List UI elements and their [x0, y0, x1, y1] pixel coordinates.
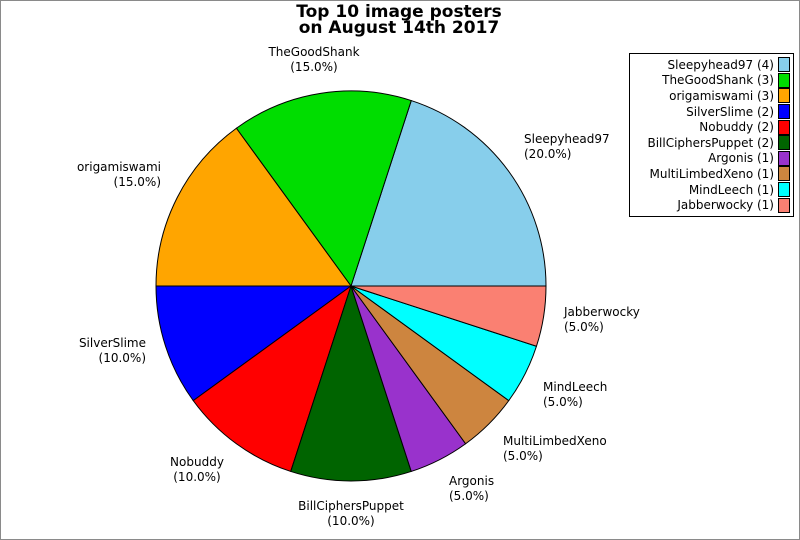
legend-label: Sleepyhead97 (4) [667, 57, 774, 72]
pie-slice-origamiswami [155, 127, 352, 287]
slice-label-thegoodshank: TheGoodShank (15.0%) [234, 45, 394, 74]
slice-percent: (10.0%) [98, 350, 146, 365]
slice-label-multilimbedxeno: MultiLimbedXeno (5.0%) [503, 434, 607, 463]
legend-label: Jabberwocky (1) [677, 198, 774, 213]
slice-name: Jabberwocky [564, 305, 640, 319]
legend-item: BillCiphersPuppet (2) [632, 135, 790, 151]
slice-label-jabberwocky: Jabberwocky (5.0%) [564, 305, 640, 334]
legend-label: Argonis (1) [708, 151, 774, 166]
slice-label-nobuddy: Nobuddy (10.0%) [117, 455, 277, 484]
legend-swatch [778, 119, 790, 135]
pie-slice-jabberwocky [350, 285, 547, 347]
legend-label: SilverSlime (2) [686, 104, 774, 119]
legend-label: Nobuddy (2) [699, 120, 774, 135]
legend-swatch [778, 57, 790, 73]
slice-percent: (5.0%) [503, 448, 543, 463]
legend-label: TheGoodShank (3) [662, 73, 774, 88]
slice-name: TheGoodShank [268, 45, 360, 59]
chart-title: Top 10 image posters on August 14th 2017 [1, 2, 797, 38]
slice-name: Sleepyhead97 [524, 132, 610, 146]
legend-swatch [778, 182, 790, 198]
legend-swatch [778, 88, 790, 104]
slice-name: Nobuddy [170, 455, 224, 469]
legend: Sleepyhead97 (4) TheGoodShank (3) origam… [629, 53, 794, 217]
slice-label-sleepyhead97: Sleepyhead97 (20.0%) [524, 132, 610, 161]
chart-title-line2: on August 14th 2017 [298, 18, 500, 38]
legend-item: origamiswami (3) [632, 88, 790, 104]
slice-label-billcipherspuppet: BillCiphersPuppet (10.0%) [271, 499, 431, 528]
slice-percent: (5.0%) [543, 394, 583, 409]
slice-percent: (5.0%) [564, 319, 604, 334]
slice-percent: (20.0%) [524, 146, 572, 161]
slice-label-silverslime: SilverSlime (10.0%) [1, 336, 146, 365]
legend-item: MultiLimbedXeno (1) [632, 166, 790, 182]
legend-label: origamiswami (3) [669, 88, 774, 103]
chart-title-line1: Top 10 image posters [296, 2, 502, 22]
pie-slice-sleepyhead97 [350, 100, 547, 287]
legend-item: Jabberwocky (1) [632, 197, 790, 213]
slice-label-argonis: Argonis (5.0%) [449, 474, 494, 503]
slice-percent: (15.0%) [290, 59, 338, 74]
legend-swatch [778, 197, 790, 213]
legend-swatch [778, 150, 790, 166]
slice-label-mindleech: MindLeech (5.0%) [543, 380, 607, 409]
pie-slice-silverslime [155, 285, 352, 402]
legend-swatch [778, 72, 790, 88]
slice-percent: (10.0%) [327, 513, 375, 528]
slice-name: MultiLimbedXeno [503, 434, 607, 448]
slice-name: MindLeech [543, 380, 608, 394]
slice-name: BillCiphersPuppet [298, 499, 404, 513]
pie-slice-nobuddy [192, 285, 352, 472]
slice-percent: (10.0%) [173, 469, 221, 484]
legend-swatch [778, 166, 790, 182]
legend-label: MultiLimbedXeno (1) [649, 166, 774, 181]
legend-item: Nobuddy (2) [632, 119, 790, 135]
legend-item: MindLeech (1) [632, 182, 790, 198]
legend-swatch [778, 104, 790, 120]
legend-item: TheGoodShank (3) [632, 72, 790, 89]
slice-name: Argonis [449, 474, 495, 488]
slice-label-origamiswami: origamiswami (15.0%) [1, 160, 161, 189]
legend-label: MindLeech (1) [688, 182, 774, 197]
legend-item: Argonis (1) [632, 150, 790, 167]
legend-swatch [778, 135, 790, 151]
slice-name: origamiswami [76, 160, 161, 174]
slice-percent: (15.0%) [113, 174, 161, 189]
slice-name: SilverSlime [78, 336, 146, 350]
slice-percent: (5.0%) [449, 488, 489, 503]
pie-slice-billcipherspuppet [290, 285, 412, 482]
pie-slice-thegoodshank [235, 90, 412, 287]
legend-item: Sleepyhead97 (4) [632, 57, 790, 73]
legend-label: BillCiphersPuppet (2) [647, 135, 774, 150]
legend-item: SilverSlime (2) [632, 104, 790, 120]
